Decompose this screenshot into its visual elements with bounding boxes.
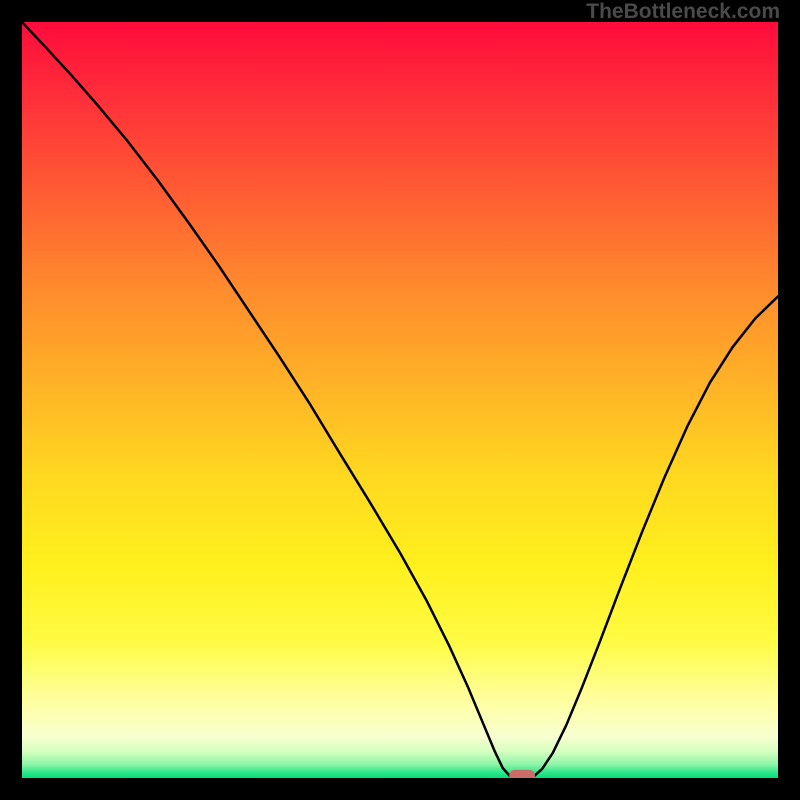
frame-bottom (0, 778, 800, 800)
frame-right (778, 0, 800, 800)
frame-left (0, 0, 22, 800)
chart-stage: TheBottleneck.com (0, 0, 800, 800)
watermark-text: TheBottleneck.com (586, 0, 780, 23)
bottleneck-chart: TheBottleneck.com (0, 0, 800, 800)
plot-background (22, 22, 778, 778)
